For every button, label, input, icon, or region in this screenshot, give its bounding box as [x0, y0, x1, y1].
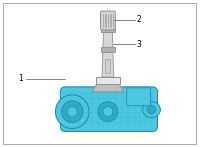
Bar	[101, 47, 115, 52]
Text: 1: 1	[18, 74, 23, 83]
FancyBboxPatch shape	[127, 88, 151, 106]
Text: 3: 3	[137, 40, 142, 49]
Polygon shape	[92, 82, 124, 92]
Ellipse shape	[67, 107, 77, 117]
Ellipse shape	[61, 101, 83, 123]
Bar	[105, 59, 110, 73]
Polygon shape	[102, 52, 114, 77]
FancyBboxPatch shape	[60, 87, 157, 131]
Ellipse shape	[55, 95, 89, 128]
Ellipse shape	[143, 102, 160, 118]
Polygon shape	[103, 32, 113, 47]
Ellipse shape	[147, 105, 156, 114]
Ellipse shape	[98, 102, 118, 122]
Text: 2: 2	[137, 15, 141, 24]
Bar	[96, 77, 120, 84]
Bar	[101, 28, 115, 32]
Ellipse shape	[103, 107, 113, 117]
FancyBboxPatch shape	[100, 11, 115, 30]
